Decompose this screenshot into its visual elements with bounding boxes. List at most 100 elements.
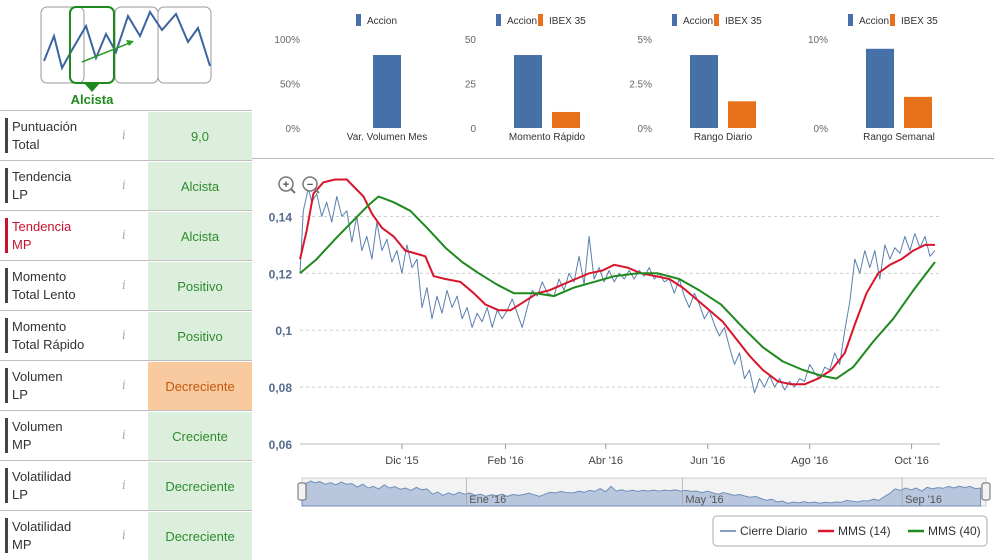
indicator-value: Creciente xyxy=(148,411,252,460)
indicator-row[interactable]: Volatilidad LP i Decreciente xyxy=(0,460,252,510)
indicator-scope: Total Rápido xyxy=(12,337,85,352)
x-tick-label: Oct '16 xyxy=(894,455,929,467)
info-icon[interactable]: i xyxy=(122,328,126,342)
navigator-left-handle[interactable] xyxy=(297,482,307,501)
trend-thumbnails[interactable]: Alcista xyxy=(40,6,212,110)
zoom-in-glyph: + xyxy=(283,179,289,191)
navigator-tick-label: May '16 xyxy=(685,494,723,506)
info-icon[interactable]: i xyxy=(122,228,126,242)
x-tick-label: Dic '15 xyxy=(385,455,418,467)
trend-thumb-neutral[interactable] xyxy=(157,6,212,84)
y-tick-label: 0,1 xyxy=(275,324,292,338)
info-icon[interactable]: i xyxy=(122,128,126,142)
indicator-row[interactable]: Momento Total Rápido i Positivo xyxy=(0,310,252,360)
indicator-scope: Total xyxy=(12,137,40,152)
trend-arrow-icon xyxy=(81,41,133,63)
legend-label: IBEX 35 xyxy=(549,16,586,27)
mini-chart: Accion 100% 50% 0% Var. Volumen Mes xyxy=(274,14,427,143)
legend-swatch xyxy=(848,14,853,26)
indicator-row[interactable]: Tendencia MP i Alcista xyxy=(0,210,252,260)
y-tick-label: 2.5% xyxy=(629,80,652,91)
indicator-label: Puntuación Total xyxy=(0,111,148,160)
bar[interactable] xyxy=(514,55,542,128)
bar[interactable] xyxy=(552,111,580,128)
info-icon[interactable]: i xyxy=(122,428,126,442)
legend-label: Accion xyxy=(859,16,889,27)
zoom-out-button[interactable]: − xyxy=(302,176,320,194)
bar[interactable] xyxy=(866,48,894,128)
price-chart[interactable]: 0,14 0,12 0,1 0,08 0,06 Dic '15 Feb '16 Abr '16… xyxy=(258,168,998,558)
legend-label: Accion xyxy=(683,16,713,27)
y-tick-label: 0% xyxy=(286,124,301,135)
legend-swatch xyxy=(496,14,501,26)
series-line-mms-40[interactable] xyxy=(299,195,936,380)
indicator-scope: LP xyxy=(12,487,28,502)
mini-chart: Accion IBEX 35 5% 2.5% 0% Rango Diario xyxy=(629,14,762,143)
trend-thumb-lateral[interactable] xyxy=(114,6,159,84)
zoom-out-glyph: − xyxy=(307,179,313,191)
y-tick-label: 0 xyxy=(470,124,476,135)
indicator-name: Volatilidad xyxy=(12,519,72,534)
y-tick-label: 50 xyxy=(465,35,477,46)
zoom-in-button[interactable]: + xyxy=(278,176,296,194)
indicator-row[interactable]: Volumen LP i Decreciente xyxy=(0,360,252,410)
y-tick-label: 10% xyxy=(808,35,828,46)
series-line-mms-14[interactable] xyxy=(299,178,935,386)
trend-thumb-bajista[interactable] xyxy=(40,6,85,84)
bar[interactable] xyxy=(904,96,932,128)
indicator-name: Volumen xyxy=(12,369,63,384)
y-tick-label: 50% xyxy=(280,80,300,91)
indicator-row[interactable]: Volumen MP i Creciente xyxy=(0,410,252,460)
indicator-list: Puntuación Total i 9,0 Tendencia LP i Alcista Te… xyxy=(0,110,252,560)
info-icon[interactable]: i xyxy=(122,178,126,192)
indicator-row[interactable]: Momento Total Lento i Positivo xyxy=(0,260,252,310)
series-line-cierre-diario[interactable] xyxy=(299,187,936,394)
legend-box xyxy=(712,515,988,547)
y-tick-label: 0,12 xyxy=(269,267,293,281)
indicator-row[interactable]: Tendencia LP i Alcista xyxy=(0,160,252,210)
indicator-label: Volatilidad MP xyxy=(0,511,148,560)
indicator-scope: MP xyxy=(12,437,32,452)
mini-chart: Accion IBEX 35 10% 0% Rango Semanal xyxy=(808,14,938,143)
indicator-row[interactable]: Volatilidad MP i Decreciente xyxy=(0,510,252,560)
x-tick-label: Abr '16 xyxy=(589,455,624,467)
x-tick-label: Feb '16 xyxy=(487,455,523,467)
zoom-out-icon xyxy=(302,176,318,192)
legend-item[interactable]: MMS (40) xyxy=(908,524,981,538)
legend-swatch xyxy=(890,14,895,26)
y-tick-label: 0% xyxy=(814,124,829,135)
legend-item[interactable]: MMS (14) xyxy=(818,524,891,538)
legend-swatch xyxy=(538,14,543,26)
legend-swatch xyxy=(714,14,719,26)
indicator-label: Volatilidad LP xyxy=(0,461,148,510)
mini-chart-title: Rango Diario xyxy=(694,132,753,143)
zoom-in-icon xyxy=(278,176,294,192)
bar[interactable] xyxy=(728,101,756,128)
legend-label: MMS (40) xyxy=(928,524,981,538)
indicator-value: Alcista xyxy=(148,161,252,210)
indicator-value: Positivo xyxy=(148,311,252,360)
info-icon[interactable]: i xyxy=(122,278,126,292)
navigator-right-handle[interactable] xyxy=(981,482,991,501)
info-icon[interactable]: i xyxy=(122,528,126,542)
trend-label: Alcista xyxy=(71,92,114,107)
indicator-label: Momento Total Rápido xyxy=(0,311,148,360)
y-tick-label: 0,06 xyxy=(269,438,293,452)
indicator-label: Momento Total Lento xyxy=(0,261,148,310)
bar[interactable] xyxy=(373,55,401,128)
legend-item[interactable]: Cierre Diario xyxy=(720,524,808,538)
range-navigator[interactable]: Ene '16 May '16 Sep '16 xyxy=(297,477,991,507)
mini-chart: Accion IBEX 35 50 25 0 Momento Rápido xyxy=(465,14,586,143)
navigator-tick-label: Ene '16 xyxy=(469,494,506,506)
indicator-value: 9,0 xyxy=(148,111,252,160)
navigator-tick-label: Sep '16 xyxy=(905,494,942,506)
legend-label: Accion xyxy=(507,16,537,27)
mini-chart-title: Rango Semanal xyxy=(863,132,935,143)
divider xyxy=(252,158,994,159)
bar[interactable] xyxy=(690,55,718,128)
indicator-name: Tendencia xyxy=(12,219,72,234)
mini-chart-title: Var. Volumen Mes xyxy=(347,132,427,143)
indicator-row[interactable]: Puntuación Total i 9,0 xyxy=(0,110,252,160)
info-icon[interactable]: i xyxy=(122,378,126,392)
info-icon[interactable]: i xyxy=(122,478,126,492)
